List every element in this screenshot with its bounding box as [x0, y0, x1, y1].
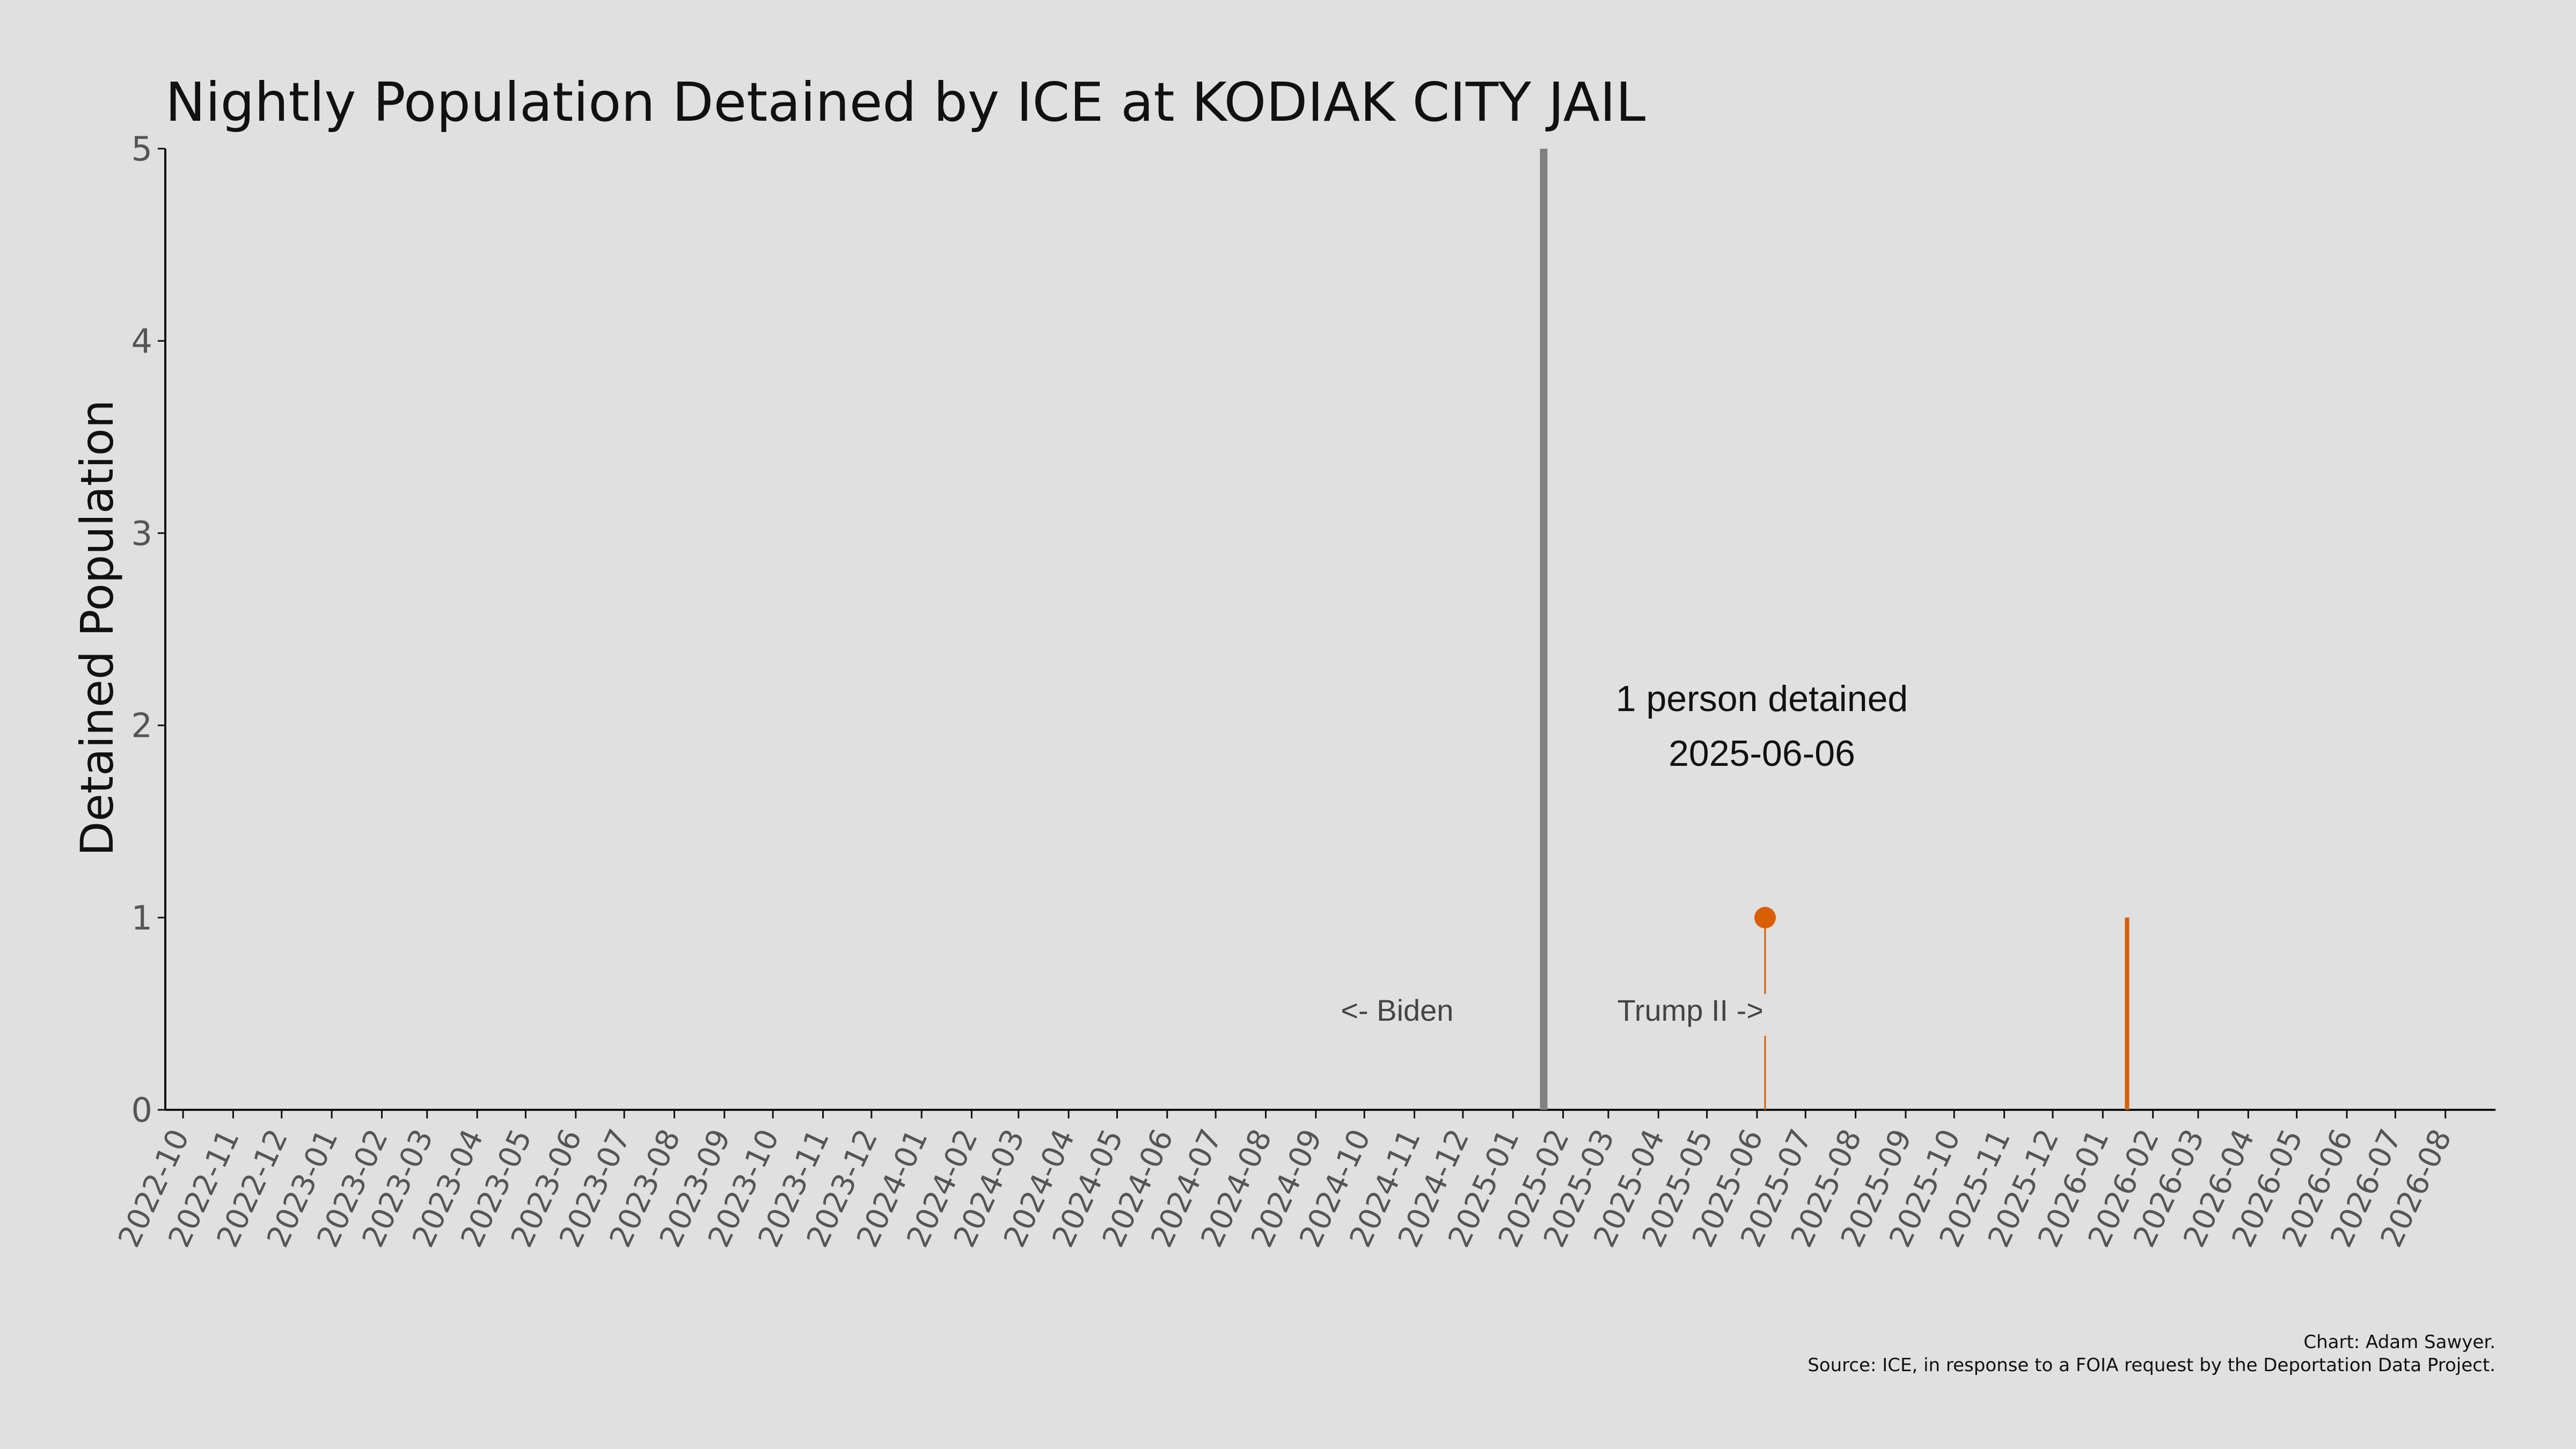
annotation-line-2: 2025-06-06 [1668, 733, 1855, 774]
credit-source: Source: ICE, in response to a FOIA reque… [1807, 1355, 2496, 1376]
plot-area: 0123452022-102022-112022-122023-012023-0… [112, 129, 2496, 1253]
chart-title: Nightly Population Detained by ICE at KO… [165, 71, 1646, 134]
y-tick-label: 1 [131, 898, 152, 938]
y-tick-label: 5 [131, 129, 152, 169]
annotation-line-1: 1 person detained [1616, 678, 1908, 719]
credit-author: Chart: Adam Sawyer. [2303, 1331, 2496, 1353]
label-knockout [1761, 994, 1768, 1036]
y-tick-label: 0 [131, 1091, 152, 1130]
y-axis-label: Detained Population [71, 400, 123, 856]
era-label-biden: <- Biden [1341, 993, 1453, 1027]
era-label-trump: Trump II -> [1618, 993, 1764, 1027]
y-tick-label: 2 [131, 706, 152, 745]
y-tick-label: 3 [131, 514, 152, 553]
y-tick-label: 4 [131, 321, 152, 361]
highlight-point [1754, 906, 1776, 928]
